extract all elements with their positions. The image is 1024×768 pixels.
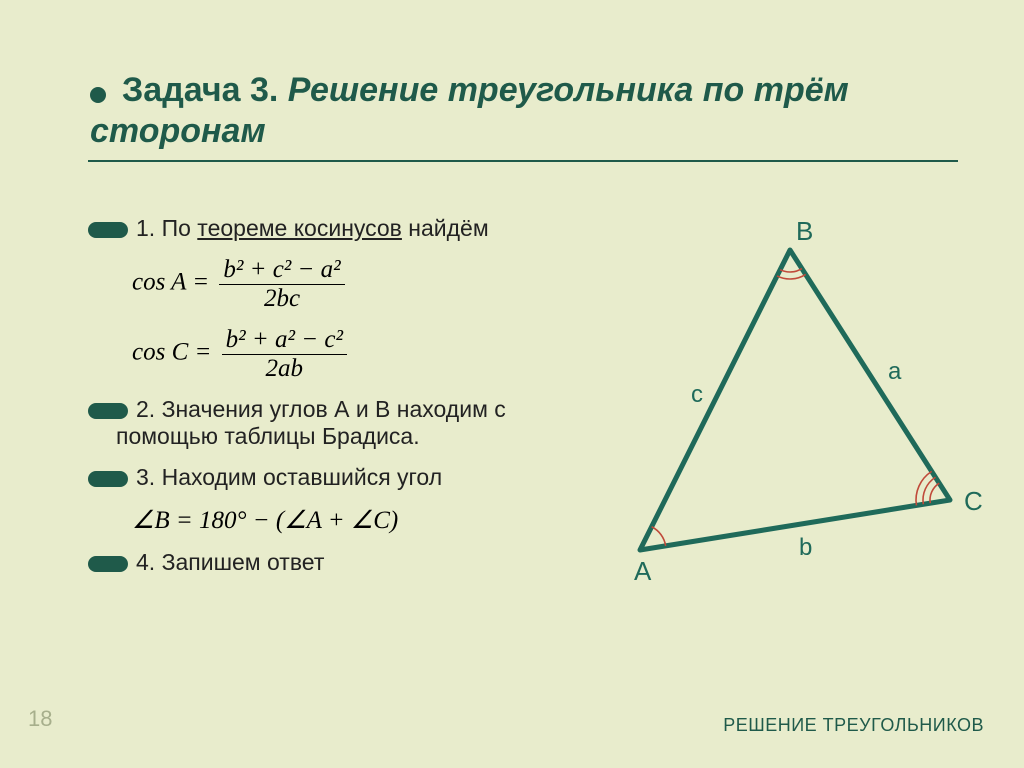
step-4-text: Запишем ответ bbox=[162, 549, 325, 575]
cosA-den: 2bc bbox=[219, 285, 344, 313]
page-number: 18 bbox=[28, 706, 52, 732]
bullet-icon bbox=[88, 556, 128, 572]
step-4-prefix: 4. bbox=[136, 549, 155, 575]
cosC-num: b² + a² − c² bbox=[222, 326, 347, 355]
bullet-icon bbox=[88, 471, 128, 487]
svg-text:B: B bbox=[796, 216, 813, 246]
step-1-link: теореме косинусов bbox=[197, 215, 402, 241]
step-3-text: Находим оставшийся угол bbox=[162, 464, 443, 490]
step-3: 3. Находим оставшийся угол bbox=[88, 464, 568, 491]
svg-text:C: C bbox=[964, 486, 983, 516]
bullet-icon bbox=[88, 403, 128, 419]
step-1-after-link: найдём bbox=[402, 215, 489, 241]
content-body: 1. По теореме косинусов найдём cos A = b… bbox=[88, 215, 568, 590]
cosA-fraction: b² + c² − a² 2bc bbox=[219, 256, 344, 312]
formula-angleB: ∠B = 180° − (∠A + ∠C) bbox=[132, 505, 568, 535]
step-4: 4. Запишем ответ bbox=[88, 549, 568, 576]
step-1-before-link: По bbox=[162, 215, 198, 241]
title-bullet-icon bbox=[90, 87, 106, 103]
step-2: 2. Значения углов А и В находим с помощь… bbox=[88, 396, 568, 450]
footer-label: РЕШЕНИЕ ТРЕУГОЛЬНИКОВ bbox=[723, 715, 984, 736]
formula-cosA: cos A = b² + c² − a² 2bc cos C = b² + a²… bbox=[132, 256, 568, 382]
step-2-prefix: 2. bbox=[136, 396, 155, 422]
step-1-prefix: 1. bbox=[136, 215, 155, 241]
svg-text:a: a bbox=[888, 358, 902, 385]
triangle-svg: ABCabc bbox=[580, 230, 980, 590]
cosC-lhs: cos C = bbox=[132, 339, 211, 366]
svg-text:b: b bbox=[799, 534, 812, 561]
bullet-icon bbox=[88, 222, 128, 238]
cosA-lhs: cos A = bbox=[132, 269, 209, 296]
cosC-fraction: b² + a² − c² 2ab bbox=[222, 326, 347, 382]
slide-title: Задача 3. Решение треугольника по трём с… bbox=[90, 70, 890, 152]
triangle-figure: ABCabc bbox=[580, 230, 980, 590]
step-2-text: Значения углов А и В находим с помощью т… bbox=[116, 396, 506, 449]
svg-text:c: c bbox=[691, 381, 703, 408]
svg-text:A: A bbox=[634, 556, 652, 586]
step-3-prefix: 3. bbox=[136, 464, 155, 490]
step-1: 1. По теореме косинусов найдём bbox=[88, 215, 568, 242]
cosA-num: b² + c² − a² bbox=[219, 256, 344, 285]
title-task-label: Задача 3. bbox=[122, 71, 278, 109]
cosC-den: 2ab bbox=[222, 355, 347, 383]
title-underline bbox=[88, 160, 958, 162]
